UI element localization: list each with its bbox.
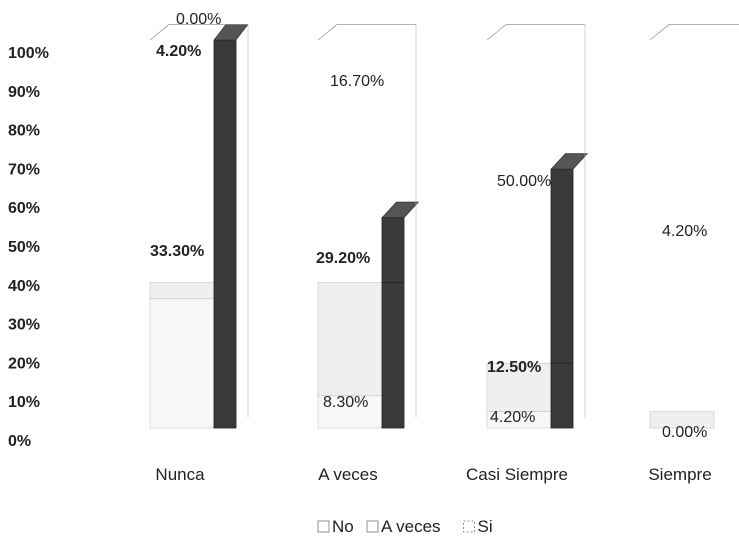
legend-label: No [332,517,354,536]
y-tick-label: 90% [8,84,40,101]
x-tick-label: Casi Siempre [466,465,568,484]
bar-frame-top [486,23,585,41]
bar-segment [317,395,383,429]
data-label: 4.20% [490,409,535,426]
bar-segment [213,39,237,429]
data-label: 4.20% [662,223,707,240]
bar-top-cap [381,201,420,219]
data-label: 29.20% [316,250,370,267]
legend-label: Si [478,517,493,536]
y-tick-label: 40% [8,278,40,295]
data-label: 12.50% [487,359,541,376]
y-tick-label: 100% [8,45,49,62]
data-label: 16.70% [330,73,384,90]
bar-segment [381,282,405,429]
y-tick-label: 0% [8,433,31,450]
y-tick-label: 80% [8,123,40,140]
y-tick-label: 20% [8,355,40,372]
bar-segment [317,282,383,397]
bar-segment [149,282,215,300]
data-label: 0.00% [176,11,221,28]
bar-frame-top [317,23,416,41]
bar-frame-top [149,23,248,41]
data-label: 0.00% [662,424,707,441]
x-tick-label: Nunca [155,465,205,484]
x-tick-label: A veces [318,465,378,484]
y-tick-label: 70% [8,161,40,178]
y-tick-label: 60% [8,200,40,217]
legend-label: A veces [381,517,441,536]
data-label: 33.30% [150,243,204,260]
data-label: 4.20% [156,43,201,60]
bar-segment [550,362,574,429]
legend-swatch [317,520,330,533]
bar-segment [149,298,215,429]
x-tick-label: Siempre [648,465,711,484]
bar-segment [486,362,552,412]
y-tick-label: 50% [8,239,40,256]
bar-segment [550,168,574,364]
y-tick-label: 10% [8,394,40,411]
bar-top-cap [550,153,589,170]
bar-segment [649,411,715,429]
legend-swatch [366,520,379,533]
bar-frame-top [649,23,739,41]
bar-segment [381,217,405,283]
y-tick-label: 30% [8,317,40,334]
legend-swatch [463,520,475,533]
data-label: 8.30% [323,394,368,411]
data-label: 50.00% [497,173,551,190]
